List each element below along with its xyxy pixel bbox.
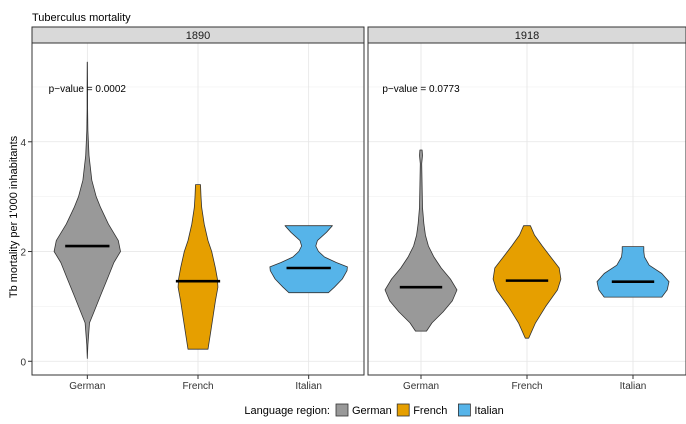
p-value-annotation: p−value = 0.0773 xyxy=(382,84,460,95)
panel-strip-label: 1890 xyxy=(186,30,210,42)
legend-label: French xyxy=(413,405,447,417)
chart-title: Tuberculus mortality xyxy=(32,12,131,24)
x-tick-label: Italian xyxy=(620,381,647,392)
legend-label: German xyxy=(352,405,392,417)
violin-french xyxy=(177,184,219,350)
x-tick-label: French xyxy=(511,381,542,392)
legend: Language region: German French Italian xyxy=(244,403,504,417)
panel-strip-label: 1918 xyxy=(515,30,539,42)
violin-german xyxy=(384,149,458,332)
x-tick-label: Italian xyxy=(295,381,322,392)
violin-german xyxy=(53,61,121,359)
violin-italian xyxy=(269,225,348,294)
legend-label: Italian xyxy=(474,405,503,417)
panels-layer: 0 2 4 1890 p−value = 0.0002 German French Itali… xyxy=(20,26,686,392)
y-tick-label: 4 xyxy=(20,138,26,149)
x-tick-label: French xyxy=(182,381,213,392)
legend-item-german: German xyxy=(335,403,392,417)
violin-italian xyxy=(596,246,670,298)
legend-item-french: French xyxy=(396,403,447,417)
y-tick-label: 2 xyxy=(20,248,26,259)
x-tick-label: German xyxy=(69,381,105,392)
legend-item-italian: Italian xyxy=(457,403,504,417)
legend-title: Language region: xyxy=(244,405,330,417)
legend-key xyxy=(457,403,471,417)
p-value-annotation: p−value = 0.0002 xyxy=(49,84,127,95)
panel-1918: 1918 p−value = 0.0773 German French Italian xyxy=(367,26,686,392)
x-tick-label: German xyxy=(403,381,439,392)
y-tick-label: 0 xyxy=(20,357,26,368)
panel-1890: 1890 p−value = 0.0002 German French Italian xyxy=(31,26,365,392)
y-axis-label: Tb mortality per 1'000 inhabitants xyxy=(8,135,20,298)
violin-french xyxy=(492,225,562,339)
legend-key xyxy=(396,403,410,417)
legend-key xyxy=(335,403,349,417)
